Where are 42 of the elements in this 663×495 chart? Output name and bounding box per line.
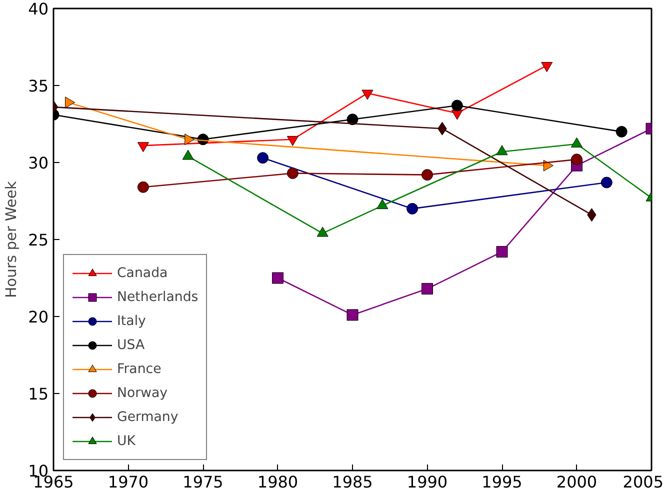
legend-label: Germany xyxy=(117,410,178,424)
point xyxy=(286,168,298,180)
point xyxy=(137,181,149,193)
point xyxy=(600,176,612,188)
y-tick-label: 15 xyxy=(28,384,48,404)
point xyxy=(422,169,433,181)
point xyxy=(346,114,358,126)
point xyxy=(257,152,269,164)
point xyxy=(571,154,582,166)
x-tick-label: 1970 xyxy=(108,472,149,492)
y-tick-label: 25 xyxy=(28,230,48,250)
point xyxy=(451,100,463,112)
point xyxy=(137,142,149,152)
y-tick-label: 20 xyxy=(28,308,48,326)
point xyxy=(616,126,628,138)
x-tick-label: 1990 xyxy=(406,472,448,492)
y-tick-label: 30 xyxy=(28,154,48,172)
point xyxy=(541,62,553,72)
legend-label: Canada xyxy=(117,266,168,280)
y-tick-label: 35 xyxy=(28,76,48,96)
x-tick-label: 1980 xyxy=(257,472,298,492)
legend-label: France xyxy=(117,362,162,376)
point xyxy=(496,246,508,258)
point xyxy=(362,90,374,100)
x-tick-label: 1995 xyxy=(482,472,522,492)
legend-label: USA xyxy=(117,338,145,352)
point xyxy=(406,202,418,214)
x-tick-label: 1985 xyxy=(332,472,373,492)
y-axis-title: Hours per Week xyxy=(3,180,20,298)
x-tick-label: 2005 xyxy=(622,472,663,492)
x-tick-label: 2000 xyxy=(556,472,598,492)
point xyxy=(422,283,433,295)
legend-label: Italy xyxy=(117,314,146,328)
point xyxy=(286,136,298,146)
x-tick-label: 1975 xyxy=(182,472,224,492)
point xyxy=(346,309,358,321)
point xyxy=(376,199,388,210)
y-tick-label: 40 xyxy=(28,0,48,18)
point xyxy=(272,272,284,284)
legend-label: UK xyxy=(117,434,136,448)
legend-label: Netherlands xyxy=(117,290,198,304)
legend-label: Norway xyxy=(117,386,168,400)
